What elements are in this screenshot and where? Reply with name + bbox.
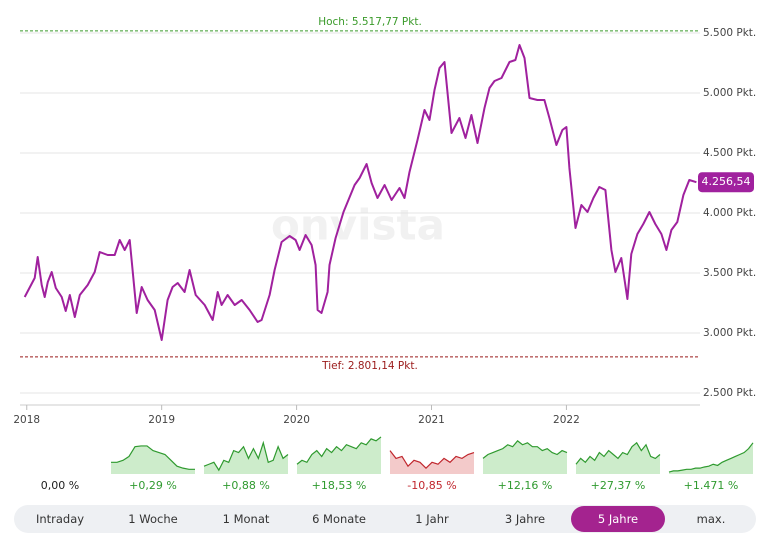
period-tab[interactable]: max.: [697, 512, 726, 526]
y-tick-label: 5.500 Pkt.: [703, 27, 756, 39]
x-tick-label: 2018: [13, 414, 40, 426]
period-tab[interactable]: Intraday: [36, 512, 84, 526]
sparkline: [111, 445, 195, 470]
y-tick-label: 3.000 Pkt.: [703, 327, 756, 339]
period-change: +18,53 %: [312, 479, 367, 492]
sparkline: [668, 442, 754, 473]
sparkline-area: [669, 442, 753, 474]
sparkline-area: [483, 440, 567, 474]
y-tick-label: 5.000 Pkt.: [703, 87, 756, 99]
high-label: Hoch: 5.517,77 Pkt.: [318, 16, 422, 28]
period-tab[interactable]: 3 Jahre: [505, 512, 545, 526]
period-tab[interactable]: 5 Jahre: [598, 512, 638, 526]
period-change: -10,85 %: [407, 479, 456, 492]
y-tick-label: 4.500 Pkt.: [703, 147, 756, 159]
sparkline-area: [111, 445, 195, 474]
tab-bar: [14, 505, 756, 533]
period-change: +1.471 %: [684, 479, 739, 492]
period-tab[interactable]: 1 Monat: [223, 512, 270, 526]
period-change: +27,37 %: [591, 479, 646, 492]
sparkline: [296, 436, 382, 465]
price-line: [23, 44, 697, 341]
y-tick-label: 4.000 Pkt.: [703, 207, 756, 219]
x-tick-label: 2020: [283, 414, 310, 426]
active-tab: [571, 506, 665, 532]
sparkline-area: [204, 442, 288, 474]
period-tab[interactable]: 1 Jahr: [415, 512, 449, 526]
watermark: onvista: [271, 201, 445, 250]
sparkline: [389, 450, 475, 469]
period-tab[interactable]: 1 Woche: [128, 512, 177, 526]
x-tick-label: 2022: [553, 414, 580, 426]
y-tick-label: 2.500 Pkt.: [703, 387, 756, 399]
x-tick-label: 2019: [148, 414, 175, 426]
last-price-badge: [698, 172, 754, 193]
period-change: 0,00 %: [41, 479, 79, 492]
sparkline: [575, 441, 661, 465]
x-tick-label: 2021: [418, 414, 445, 426]
period-change: +0,29 %: [129, 479, 177, 492]
last-price-label: 4.256,54: [702, 175, 751, 188]
period-change: +12,16 %: [498, 479, 553, 492]
sparkline: [482, 440, 568, 459]
sparkline: [203, 440, 289, 472]
y-tick-label: 3.500 Pkt.: [703, 267, 756, 279]
period-change: +0,88 %: [222, 479, 270, 492]
sparkline-area: [297, 436, 381, 474]
period-tab[interactable]: 6 Monate: [312, 512, 366, 526]
low-label: Tief: 2.801,14 Pkt.: [321, 360, 418, 372]
